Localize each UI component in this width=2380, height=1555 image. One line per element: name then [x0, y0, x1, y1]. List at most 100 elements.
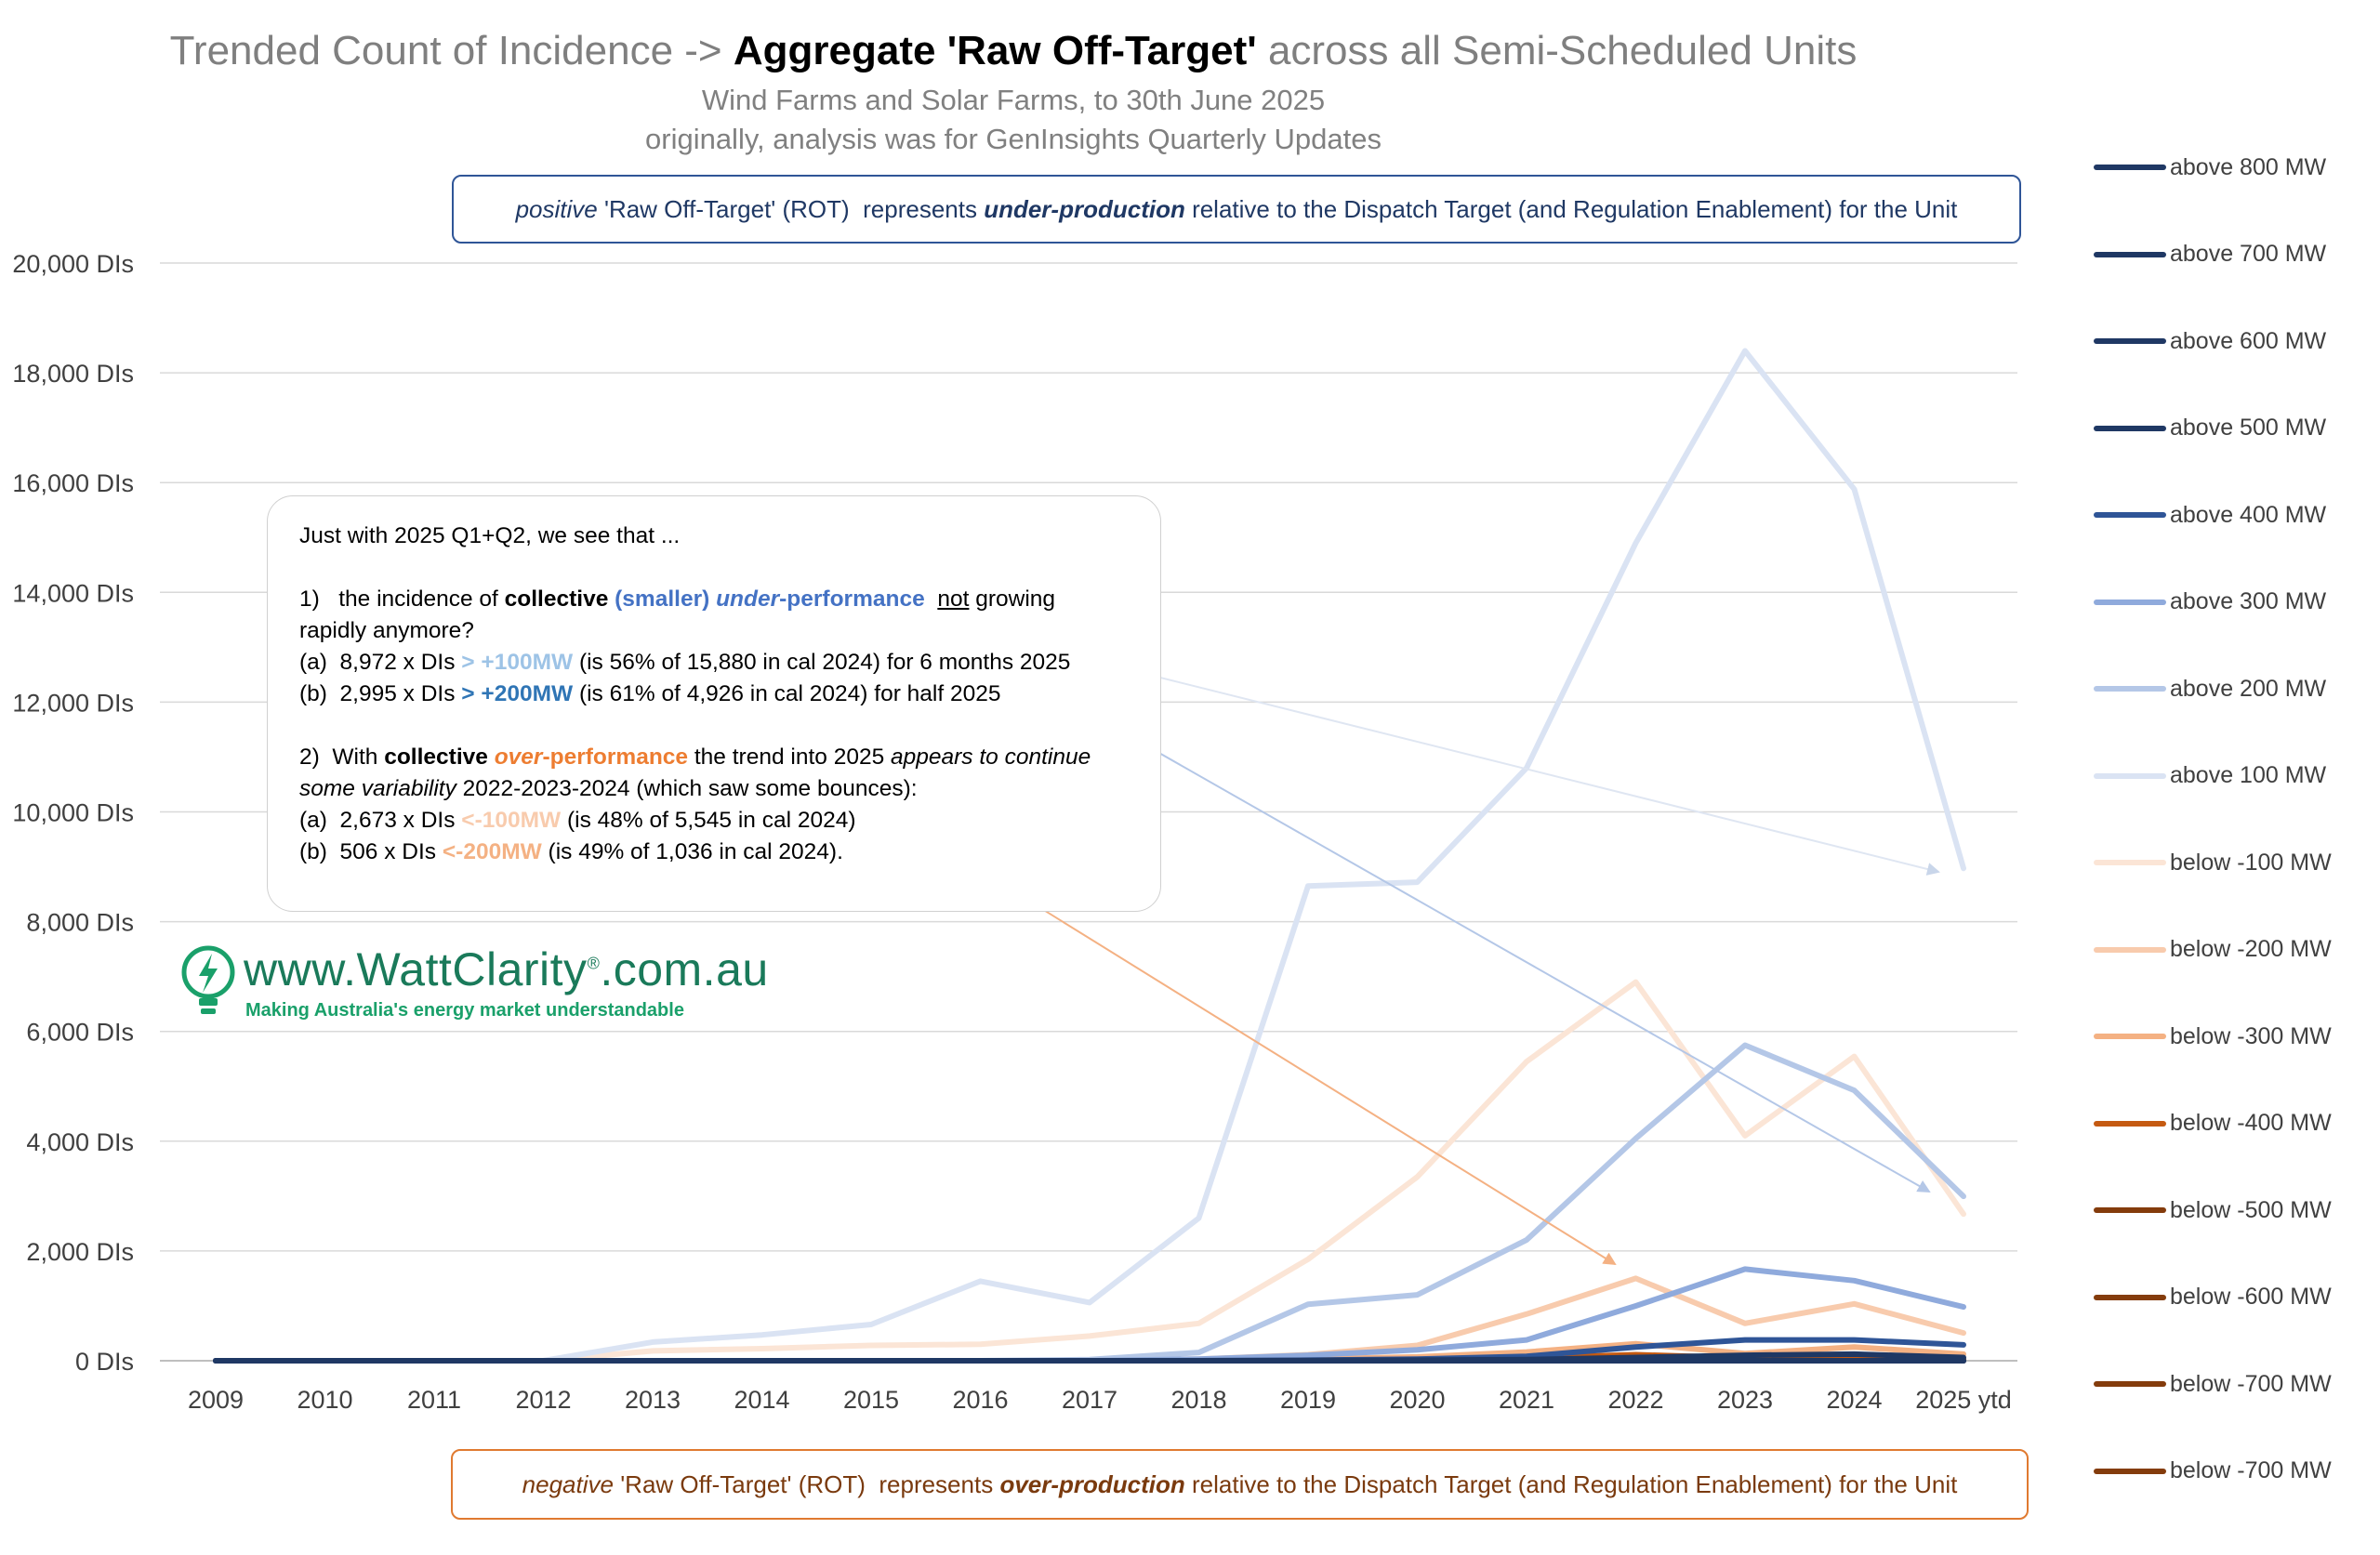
- y-tick-label: 12,000 DIs: [12, 689, 134, 717]
- note-s2b-text: (b) 506 x DIs: [299, 839, 443, 864]
- legend-swatch: [2094, 686, 2166, 692]
- legend-item: below -400 MW: [2094, 1105, 2332, 1142]
- legend-item: below -200 MW: [2094, 931, 2332, 969]
- legend-item: below -700 MW: [2094, 1365, 2332, 1403]
- x-tick-label: 2009: [188, 1386, 244, 1414]
- note-s2a-detail: (is 48% of 5,545 in cal 2024): [561, 808, 856, 833]
- y-tick-label: 20,000 DIs: [12, 250, 134, 278]
- legend-item: below -300 MW: [2094, 1018, 2332, 1055]
- title-suffix: across all Semi-Scheduled Units: [1267, 28, 1858, 73]
- legend-item: above 100 MW: [2094, 758, 2326, 795]
- series-lines: [213, 348, 1966, 1364]
- positive-text-2: relative to the Dispatch Target (and Reg…: [1184, 194, 1958, 223]
- note-s2-line2: some variability 2022-2023-2024 (which s…: [299, 773, 1129, 805]
- y-tick-label: 6,000 DIs: [26, 1019, 134, 1047]
- legend-label: above 600 MW: [2170, 327, 2327, 354]
- note-section-2: 2) With collective over-performance the …: [299, 742, 1129, 773]
- legend-label: below -400 MW: [2170, 1110, 2332, 1136]
- note-section-1: 1) the incidence of collective (smaller)…: [299, 584, 1129, 615]
- x-tick-label: 2010: [297, 1386, 352, 1414]
- x-tick-label: 2024: [1826, 1386, 1882, 1414]
- legend-swatch: [2094, 1294, 2166, 1300]
- legend-item: above 400 MW: [2094, 496, 2326, 534]
- note-s2-performance: -performance: [542, 745, 689, 770]
- legend-item: above 300 MW: [2094, 584, 2326, 621]
- legend-swatch: [2094, 165, 2166, 170]
- note-s1b-threshold: > +200MW: [461, 681, 574, 706]
- note-s2-text: 2) With: [299, 745, 385, 770]
- legend-swatch: [2094, 1034, 2166, 1039]
- note-s1b: (b) 2,995 x DIs > +200MW (is 61% of 4,92…: [299, 679, 1129, 710]
- legend-swatch: [2094, 338, 2166, 344]
- chart-subtitle-2: originally, analysis was for GenInsights…: [645, 123, 1382, 155]
- legend-item: above 800 MW: [2094, 149, 2326, 186]
- note-s2-bounces: 2022-2023-2024 (which saw some bounces):: [456, 776, 918, 801]
- legend-label: above 500 MW: [2170, 415, 2327, 441]
- note-s1-space: [925, 586, 938, 612]
- x-tick-label: 2017: [1062, 1386, 1117, 1414]
- legend-swatch: [2094, 599, 2166, 605]
- chart-title: Trended Count of Incidence -> Aggregate …: [0, 28, 2027, 74]
- legend-label: below -700 MW: [2170, 1370, 2332, 1397]
- legend-item: above 700 MW: [2094, 236, 2326, 273]
- x-tick-label: 2022: [1607, 1386, 1663, 1414]
- x-tick-label: 2018: [1170, 1386, 1226, 1414]
- note-s2-over: over: [494, 745, 543, 770]
- series-line-above-200-mw: [213, 1042, 1966, 1364]
- legend-label: above 700 MW: [2170, 241, 2327, 267]
- negative-rot-callout: negative 'Raw Off-Target' (ROT) represen…: [451, 1449, 2029, 1520]
- y-tick-label: 4,000 DIs: [26, 1128, 134, 1156]
- positive-text-1: 'Raw Off-Target' (ROT) represents: [597, 194, 985, 223]
- note-s2a-threshold: <-100MW: [461, 808, 562, 833]
- note-s1-line2: rapidly anymore?: [299, 618, 474, 643]
- note-s2-trend: the trend into 2025: [688, 745, 892, 770]
- logo-tagline: Making Australia's energy market underst…: [245, 1000, 684, 1021]
- positive-word: positive: [515, 194, 598, 223]
- y-tick-label: 18,000 DIs: [12, 360, 134, 388]
- legend-label: above 400 MW: [2170, 501, 2327, 528]
- x-tick-label: 2019: [1280, 1386, 1336, 1414]
- negative-over-production: over-production: [999, 1469, 1185, 1498]
- legend-swatch: [2094, 946, 2166, 953]
- x-tick-label: 2016: [952, 1386, 1008, 1414]
- note-s2-space: [488, 745, 495, 770]
- negative-text-1: 'Raw Off-Target' (ROT) represents: [613, 1469, 1000, 1498]
- legend-swatch: [2094, 251, 2166, 257]
- x-tick-label: 2013: [625, 1386, 681, 1414]
- legend-item: above 200 MW: [2094, 670, 2326, 707]
- note-s1b-text: (b) 2,995 x DIs: [299, 681, 462, 706]
- note-s2-variability: some variability: [299, 776, 456, 801]
- legend-label: below -500 MW: [2170, 1196, 2332, 1223]
- x-tick-label: 2021: [1499, 1386, 1554, 1414]
- legend-swatch: [2094, 1120, 2166, 1127]
- analysis-note-box: Just with 2025 Q1+Q2, we see that ... 1)…: [267, 495, 1161, 912]
- note-s1-smaller: (smaller): [608, 586, 717, 612]
- note-s1a-detail: (is 56% of 15,880 in cal 2024) for 6 mon…: [573, 650, 1071, 675]
- wattclarity-logo: www.WattClarity®.com.au Making Australia…: [180, 941, 768, 1043]
- y-tick-label: 10,000 DIs: [12, 799, 134, 827]
- legend-label: above 200 MW: [2170, 675, 2327, 702]
- legend-label: below -600 MW: [2170, 1284, 2332, 1310]
- legend-item: above 500 MW: [2094, 410, 2326, 447]
- y-tick-label: 2,000 DIs: [26, 1238, 134, 1266]
- x-tick-label: 2025 ytd: [1915, 1386, 2012, 1414]
- logo-registered: ®: [587, 954, 601, 973]
- legend-label: above 300 MW: [2170, 588, 2327, 614]
- note-s2b-detail: (is 49% of 1,036 in cal 2024).: [541, 839, 843, 864]
- y-tick-label: 14,000 DIs: [12, 579, 134, 607]
- note-s1b-detail: (is 61% of 4,926 in cal 2024) for half 2…: [573, 681, 1001, 706]
- logo-text-main: www.WattClarity: [244, 943, 588, 995]
- legend-swatch: [2094, 512, 2166, 518]
- legend-label: below -100 MW: [2170, 849, 2332, 876]
- note-s1a-threshold: > +100MW: [461, 650, 574, 675]
- legend-label: below -300 MW: [2170, 1022, 2332, 1049]
- legend-swatch: [2094, 1381, 2166, 1387]
- title-prefix: Trended Count of Incidence ->: [169, 28, 722, 73]
- negative-word: negative: [522, 1469, 614, 1498]
- x-tick-label: 2012: [515, 1386, 571, 1414]
- x-tick-label: 2011: [407, 1386, 461, 1414]
- legend-item: below -700 MW: [2094, 1453, 2332, 1490]
- legend-label: below -700 MW: [2170, 1457, 2332, 1483]
- x-tick-label: 2014: [734, 1386, 789, 1414]
- y-tick-label: 8,000 DIs: [26, 909, 134, 937]
